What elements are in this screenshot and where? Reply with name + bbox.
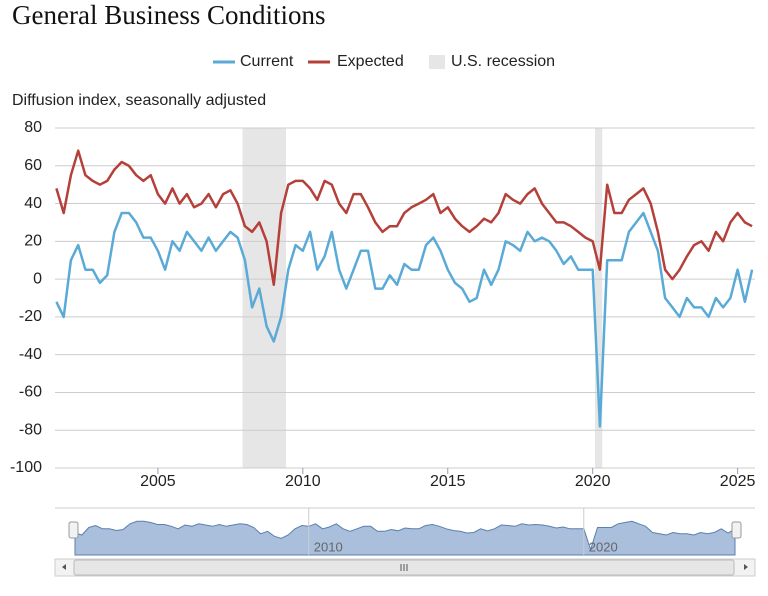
y-tick-label: -20 — [19, 308, 42, 325]
scrollbar-grip — [400, 564, 408, 571]
recession-band — [242, 128, 287, 468]
legend-swatch[interactable] — [429, 55, 445, 69]
series-line — [55, 211, 754, 428]
x-tick-label: 2010 — [285, 473, 321, 490]
legend-label[interactable]: U.S. recession — [451, 53, 555, 70]
navigator[interactable]: 2010 2020 — [54, 507, 756, 577]
navigator-handle[interactable] — [68, 521, 79, 539]
x-tick-label: 2005 — [140, 473, 176, 490]
navigator-handle[interactable] — [731, 521, 742, 539]
x-tick-label: 2020 — [575, 473, 611, 490]
chart-title: General Business Conditions — [12, 0, 325, 30]
y-tick-label: 20 — [24, 233, 42, 250]
recession-band — [595, 128, 603, 468]
series-line — [55, 149, 753, 287]
y-tick-label: 0 — [33, 270, 42, 287]
y-tick-label: 60 — [24, 157, 42, 174]
navigator-tick-label: 2020 — [589, 539, 618, 554]
x-tick-label: 2015 — [430, 473, 466, 490]
y-axis-label: Diffusion index, seasonally adjusted — [12, 92, 266, 109]
y-tick-label: 40 — [24, 195, 42, 212]
y-tick-label: -60 — [19, 384, 42, 401]
y-tick-label: 80 — [24, 119, 42, 136]
navigator-tick-label: 2010 — [314, 539, 343, 554]
navigator-area — [74, 520, 736, 556]
y-tick-label: -100 — [10, 459, 42, 476]
y-tick-label: -80 — [19, 421, 42, 438]
legend-label[interactable]: Current — [240, 53, 294, 70]
x-tick-label: 2025 — [720, 473, 756, 490]
legend-label[interactable]: Expected — [337, 53, 404, 70]
y-tick-label: -40 — [19, 346, 42, 363]
